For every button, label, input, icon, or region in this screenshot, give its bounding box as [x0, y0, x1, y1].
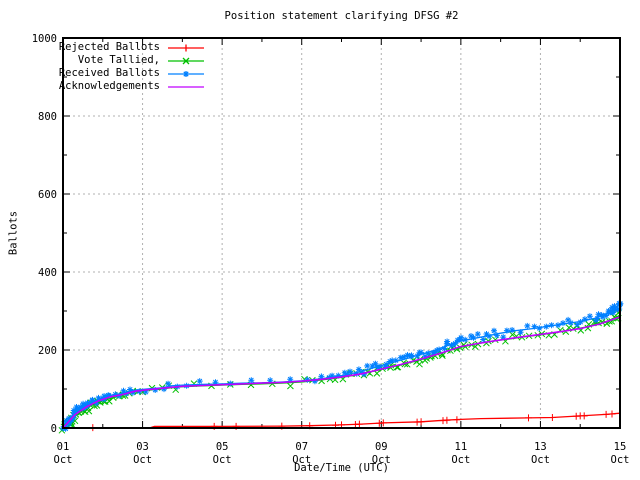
x-tick-label: 03 [136, 441, 149, 453]
x-tick-label: 05 [216, 441, 229, 453]
x-tick-label: Oct [292, 454, 311, 466]
legend-item-2: Received Ballots [58, 67, 206, 80]
x-tick-label: Oct [451, 454, 470, 466]
x-tick-label: 09 [375, 441, 388, 453]
legend-item-0: Rejected Ballots [58, 41, 206, 54]
legend-sample-line [168, 44, 204, 51]
y-tick-label: 0 [51, 423, 57, 435]
series-line-1 [62, 314, 621, 429]
legend: Rejected Ballots Vote Tallied, Received Ba… [58, 41, 206, 93]
chart-title: Position statement clarifying DFSG #2 [224, 10, 459, 22]
series-line-2 [62, 302, 621, 428]
series-line-3 [62, 316, 621, 429]
legend-sample-line [168, 57, 204, 64]
x-tick-label: 11 [455, 441, 468, 453]
y-tick-label: 400 [38, 267, 57, 279]
y-tick-label: 800 [38, 111, 57, 123]
legend-label: Acknowledgements [58, 80, 160, 92]
x-tick-label: Oct [213, 454, 232, 466]
x-tick-label: Oct [54, 454, 73, 466]
y-tick-label: 600 [38, 189, 57, 201]
series-markers-2 [60, 300, 624, 432]
legend-label: Rejected Ballots [58, 41, 160, 53]
legend-item-1: Vote Tallied, [58, 54, 206, 67]
x-tick-label: 01 [57, 441, 70, 453]
legend-sample-line [168, 70, 204, 77]
plot-border [62, 37, 621, 429]
x-tick-label: 15 [614, 441, 627, 453]
x-tick-label: Oct [372, 454, 391, 466]
y-axis-label: Ballots [7, 210, 20, 256]
y-tick-label: 200 [38, 345, 57, 357]
x-tick-label: 13 [534, 441, 547, 453]
x-tick-label: 07 [295, 441, 308, 453]
y-tick-label: 1000 [32, 33, 57, 45]
x-axis-label: Date/Time (UTC) [294, 462, 389, 474]
x-tick-label: Oct [531, 454, 550, 466]
legend-label: Received Ballots [58, 67, 160, 79]
legend-label: Vote Tallied, [77, 54, 160, 66]
legend-item-3: Acknowledgements [58, 80, 206, 93]
x-tick-label: Oct [611, 454, 630, 466]
x-tick-label: Oct [133, 454, 152, 466]
legend-sample-line [168, 85, 204, 88]
